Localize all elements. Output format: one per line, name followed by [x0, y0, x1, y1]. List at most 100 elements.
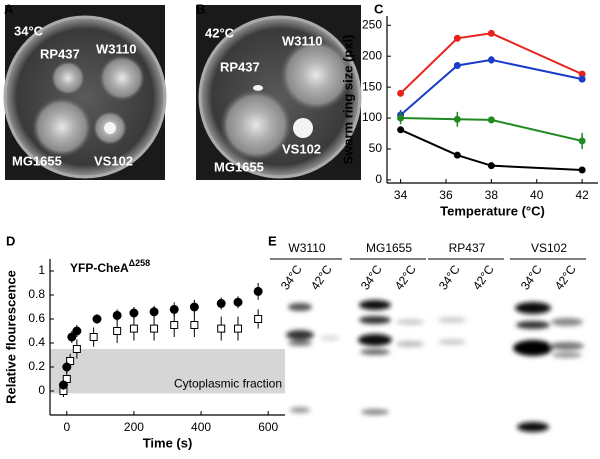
x-tick-label: 200: [124, 420, 144, 434]
data-point: [150, 324, 159, 333]
data-point: [453, 34, 461, 42]
x-tick-label: 600: [258, 420, 278, 434]
lane-label: 42°C: [308, 262, 335, 292]
lane-label: 42°C: [392, 262, 419, 292]
y-axis-title: Relative flourescence: [3, 270, 18, 404]
panel-letter: C: [374, 1, 384, 16]
lane-label: 34°C: [278, 262, 305, 292]
y-tick-label: 0: [375, 172, 382, 186]
y-tick-label: 250: [362, 17, 382, 31]
data-point: [113, 327, 122, 335]
chart-title: YFP-CheAΔ258: [70, 258, 150, 275]
y-tick-label: 50: [369, 141, 383, 155]
data-point: [129, 308, 139, 318]
y-tick-label: 1: [38, 263, 45, 277]
y-tick-label: 200: [362, 48, 382, 62]
y-tick-label: 0.6: [28, 311, 45, 325]
blot: [286, 300, 584, 432]
x-tick-label: 38: [485, 188, 499, 202]
x-tick-label: 400: [191, 420, 211, 434]
y-tick-label: 0.8: [28, 287, 45, 301]
strain-label: RP437: [40, 46, 80, 61]
x-tick-label: 0: [63, 420, 70, 434]
panel-letter: B: [196, 1, 205, 16]
data-point: [190, 321, 199, 329]
series-line: [400, 128, 583, 172]
data-point: [487, 162, 495, 170]
strain-label: VS102: [94, 153, 133, 168]
y-tick-label: 0.2: [28, 359, 45, 373]
data-point: [189, 302, 199, 312]
x-tick-label: 34: [394, 188, 408, 202]
plate-temp: 34°C: [14, 23, 44, 38]
plate-temp: 42°C: [205, 25, 235, 40]
y-tick-label: 0: [38, 383, 45, 397]
data-point: [62, 362, 72, 372]
strain-label: W3110: [96, 41, 136, 56]
data-point: [112, 310, 122, 320]
title-superscript: Δ258: [129, 258, 151, 268]
strain-header: VS102: [531, 241, 567, 255]
data-point: [578, 75, 586, 83]
data-point: [453, 115, 461, 123]
strain-label: W3110: [282, 33, 322, 48]
data-point: [578, 137, 586, 145]
strain-label: VS102: [282, 141, 321, 156]
lane-label: 34°C: [436, 262, 463, 292]
data-point: [453, 151, 461, 159]
data-point: [217, 324, 226, 333]
data-point: [487, 116, 495, 124]
lane-label: 34°C: [518, 262, 545, 292]
data-point: [89, 333, 98, 341]
plate-b: [196, 5, 362, 180]
series-line: [400, 117, 583, 142]
x-axis-title: Time (s): [143, 435, 193, 450]
band: [50, 349, 285, 394]
strain-label: MG1655: [12, 153, 62, 168]
data-point: [253, 286, 263, 296]
y-axis-title: Swarm ring size (pxl): [340, 34, 355, 164]
series-line: [399, 32, 583, 95]
strain-header: RP437: [449, 241, 486, 255]
strain-header: W3110: [288, 241, 325, 255]
panel-letter: D: [6, 233, 15, 248]
data-point: [578, 166, 586, 174]
x-tick-label: 36: [439, 188, 453, 202]
data-point: [149, 307, 159, 317]
data-point: [487, 56, 495, 64]
lane-label: 34°C: [358, 262, 385, 292]
y-tick-label: 0.4: [28, 335, 45, 349]
strain-header: MG1655: [366, 241, 412, 255]
panel-letter: E: [268, 233, 277, 248]
data-point: [233, 297, 243, 307]
data-point: [397, 126, 405, 134]
data-point: [58, 380, 68, 390]
panel-letter: A: [4, 1, 14, 16]
y-tick-label: 150: [362, 79, 382, 93]
x-tick-label: 42: [575, 188, 589, 202]
data-point: [169, 304, 179, 314]
data-point: [397, 89, 405, 97]
data-point: [92, 314, 102, 324]
data-point: [216, 298, 226, 308]
data-point: [72, 345, 81, 353]
data-point: [234, 324, 242, 333]
lane-label: 42°C: [552, 262, 579, 292]
data-point: [397, 114, 405, 122]
data-point: [453, 61, 461, 69]
y-tick-label: 100: [362, 110, 382, 124]
title-text: YFP-CheA: [70, 261, 129, 275]
data-point: [578, 70, 586, 78]
band-label: Cytoplasmic fraction: [174, 377, 282, 391]
data-point: [67, 332, 77, 342]
x-tick-label: 40: [530, 188, 544, 202]
data-point: [170, 321, 179, 329]
lane-label: 42°C: [470, 262, 497, 292]
data-point: [72, 326, 82, 336]
data-point: [254, 315, 263, 323]
x-axis-title: Temperature (°C): [440, 203, 545, 218]
data-point: [487, 29, 495, 37]
data-point: [129, 324, 138, 333]
plate-a: [3, 5, 167, 180]
